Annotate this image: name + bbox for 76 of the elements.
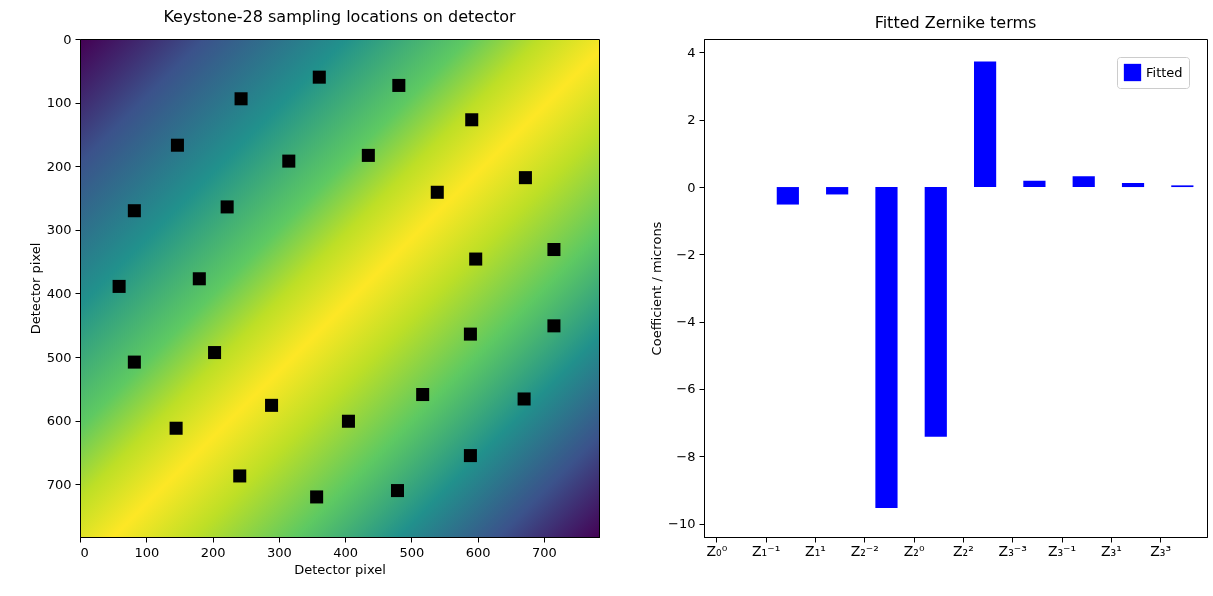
bar (776, 187, 799, 205)
x-tick-label: Z₁⁻¹ (752, 542, 781, 559)
point (127, 355, 141, 369)
point (233, 469, 247, 483)
point (361, 148, 375, 162)
legend-label: Fitted (1146, 64, 1183, 80)
y-tick-label: 600 (46, 413, 72, 429)
x-tick-label: Z₁¹ (805, 542, 826, 559)
bar (924, 187, 947, 437)
point (208, 346, 222, 360)
point (463, 449, 477, 463)
point (265, 398, 279, 412)
point (310, 490, 324, 504)
y-tick-label: 400 (46, 285, 72, 301)
point (312, 70, 326, 84)
x-tick-label: Z₂⁰ (903, 542, 925, 559)
x-tick-label: 100 (134, 544, 160, 560)
x-tick-label: Z₃³ (1150, 542, 1172, 559)
point (282, 154, 296, 168)
point (192, 272, 206, 286)
x-tick-label: Z₂² (952, 542, 974, 559)
point (112, 279, 126, 293)
bar (1072, 176, 1095, 188)
y-tick-label: 700 (46, 476, 72, 492)
y-tick-label: −2 (676, 246, 696, 262)
x-tick-label: 700 (532, 544, 557, 560)
bar (1023, 180, 1046, 188)
x-tick-label: 600 (465, 544, 491, 560)
point (518, 171, 532, 185)
x-tick-label: 400 (333, 544, 359, 560)
y-tick-label: 500 (46, 349, 72, 365)
x-tick-label: Z₃⁻³ (998, 542, 1027, 559)
x-tick-label: Z₃⁻¹ (1047, 542, 1077, 559)
bar (826, 187, 849, 195)
y-tick-label: 0 (63, 31, 72, 47)
point (547, 243, 561, 257)
chart-title: Keystone-28 sampling locations on detector (163, 7, 517, 26)
y-axis-title: Coefficient / microns (649, 221, 665, 356)
x-tick-label: 200 (200, 544, 226, 560)
x-tick-label: 500 (399, 544, 425, 560)
y-tick-label: 4 (687, 44, 696, 60)
point (547, 319, 561, 333)
point (127, 204, 141, 218)
point (390, 484, 405, 498)
point (169, 421, 183, 435)
y-tick-label: 200 (46, 158, 72, 174)
point (234, 92, 248, 106)
point (517, 392, 531, 406)
y-tick-label: 100 (46, 95, 72, 111)
y-tick-label: 2 (687, 112, 696, 128)
x-tick-label: 0 (80, 544, 89, 560)
y-tick-label: −10 (668, 516, 696, 532)
y-tick-label: 0 (687, 179, 696, 195)
point (170, 138, 184, 152)
point (392, 78, 406, 92)
x-tick-label: Z₀⁰ (706, 542, 728, 559)
chart-title: Fitted Zernike terms (874, 13, 1037, 32)
y-axis-title: Detector pixel (27, 242, 43, 335)
x-axis-title: Detector pixel (294, 561, 386, 577)
bar (875, 187, 898, 509)
point (465, 113, 479, 127)
y-tick-label: −6 (676, 381, 696, 397)
point (341, 414, 355, 428)
bar (1121, 183, 1145, 188)
y-tick-label: −4 (676, 314, 696, 330)
point (416, 388, 430, 402)
point (430, 185, 444, 199)
point (220, 200, 234, 214)
y-tick-label: 300 (46, 222, 72, 238)
y-tick-label: −8 (676, 448, 696, 464)
point (463, 327, 477, 341)
x-tick-label: Z₃¹ (1100, 542, 1122, 559)
x-tick-label: Z₂⁻² (850, 542, 879, 559)
bar (973, 61, 997, 188)
point (469, 252, 483, 266)
x-tick-label: 300 (266, 544, 292, 560)
